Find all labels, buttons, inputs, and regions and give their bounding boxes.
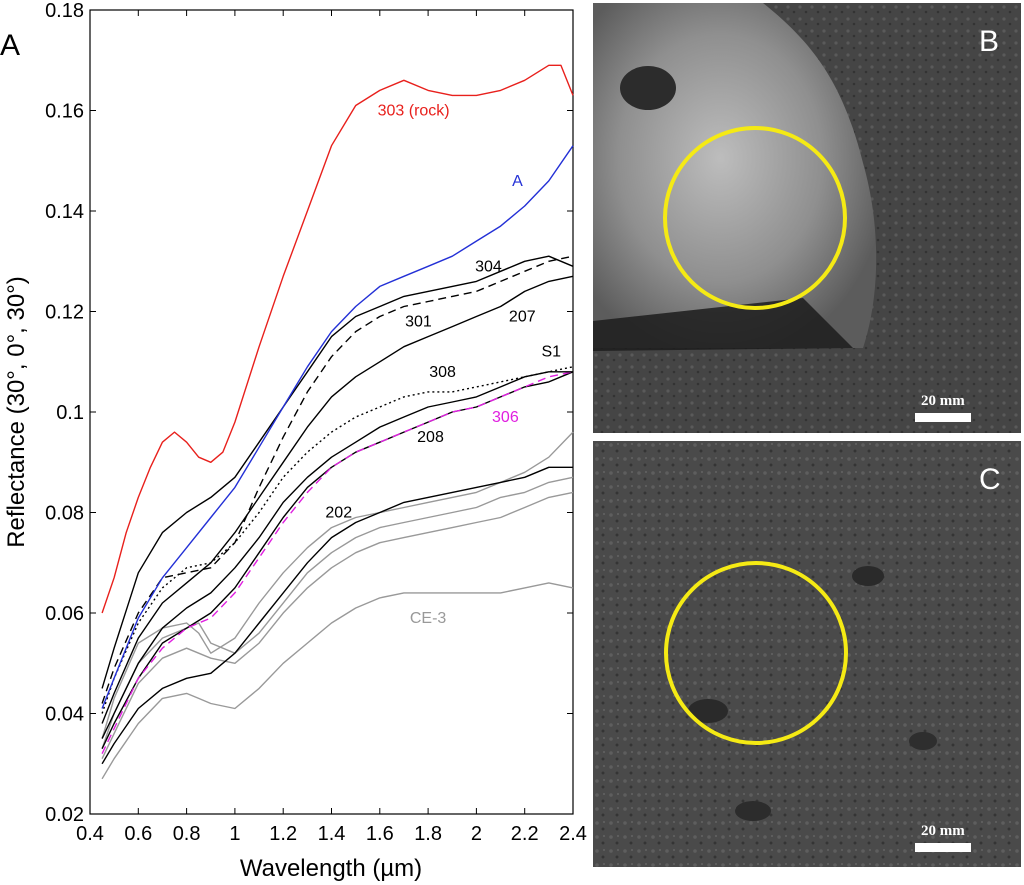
x-tick-label: 0.4 xyxy=(76,823,104,845)
reflectance-chart: A 0.4 0.6 0.8 1 1.2 1.4 1.6 1.8 2 2.2 2.4 0.02 0.04… xyxy=(0,0,587,882)
series-line-s1 xyxy=(101,371,573,739)
y-axis-ticks: 0.02 0.04 0.06 0.08 0.1 0.12 0.14 0.16 0.18 xyxy=(45,0,573,826)
x-tick-label: 2.2 xyxy=(511,823,539,845)
y-tick-label: 0.12 xyxy=(45,302,84,324)
series-line-ce3-sample xyxy=(101,476,574,749)
y-tick-label: 0.1 xyxy=(56,402,84,424)
x-tick-label: 1.4 xyxy=(318,823,346,845)
x-axis-ticks: 0.4 0.6 0.8 1 1.2 1.4 1.6 1.8 2 2.2 2.4 xyxy=(76,10,587,845)
panel-letter-a: A xyxy=(0,29,20,62)
spectra-series xyxy=(101,64,574,780)
scale-bar-c xyxy=(915,843,971,852)
x-tick-label: 0.8 xyxy=(173,823,201,845)
series-line-ce-3 xyxy=(101,582,574,780)
y-tick-label: 0.06 xyxy=(45,603,84,625)
scale-bar-b xyxy=(915,413,971,422)
photo-panel-rock: B 20 mm xyxy=(593,3,1021,433)
series-label: 207 xyxy=(509,309,536,326)
series-line-207 xyxy=(101,275,574,724)
soil-photo xyxy=(593,441,1021,867)
x-tick-label: 1.8 xyxy=(414,823,442,845)
spectra-labels: 303 (rock) A 304 301 207 S1 308 306 208 202 CE-3 xyxy=(325,103,561,628)
x-tick-label: 1 xyxy=(229,823,240,845)
panel-letter-c: C xyxy=(979,463,1001,496)
scale-label-b: 20 mm xyxy=(921,393,965,409)
x-tick-label: 1.6 xyxy=(366,823,394,845)
series-label: S1 xyxy=(541,344,561,361)
series-line-208 xyxy=(101,371,574,750)
series-line-304 xyxy=(101,255,574,689)
series-label: 202 xyxy=(325,505,352,522)
x-tick-label: 2.4 xyxy=(559,823,587,845)
series-label: 306 xyxy=(492,409,519,426)
rock-photo xyxy=(593,3,1021,433)
sample-circle-rock xyxy=(663,126,847,310)
series-label: 304 xyxy=(475,258,502,275)
x-axis-label: Wavelength (µm) xyxy=(240,855,422,882)
y-tick-label: 0.08 xyxy=(45,503,84,525)
y-axis-label: Reflectance (30°, 0°, 30°) xyxy=(3,276,30,548)
series-line-306 xyxy=(101,371,574,755)
x-tick-label: 2 xyxy=(471,823,482,845)
x-tick-label: 1.2 xyxy=(269,823,297,845)
series-label: 208 xyxy=(417,429,444,446)
y-tick-label: 0.14 xyxy=(45,201,84,223)
series-line-ce3-sample xyxy=(101,491,574,760)
y-tick-label: 0.02 xyxy=(45,804,84,826)
series-label: 308 xyxy=(429,364,456,381)
panel-letter-b: B xyxy=(979,25,1000,58)
series-line-301 xyxy=(101,255,574,704)
series-label: CE-3 xyxy=(410,610,447,627)
sample-circle-soil xyxy=(664,561,848,745)
photo-panel-soil: C 20 mm xyxy=(593,441,1021,867)
y-tick-label: 0.04 xyxy=(45,704,84,726)
series-label: 301 xyxy=(405,314,432,331)
series-line-308 xyxy=(101,366,574,714)
series-line-a xyxy=(101,145,574,709)
y-tick-label: 0.16 xyxy=(45,101,84,123)
series-label: A xyxy=(512,173,523,190)
y-tick-label: 0.18 xyxy=(45,0,84,22)
series-label: 303 (rock) xyxy=(378,103,450,120)
x-tick-label: 0.6 xyxy=(124,823,152,845)
series-line-303-rock xyxy=(101,64,574,614)
series-line-202 xyxy=(101,466,573,765)
series-line-ce3-sample xyxy=(101,431,574,739)
scale-label-c: 20 mm xyxy=(921,823,965,839)
